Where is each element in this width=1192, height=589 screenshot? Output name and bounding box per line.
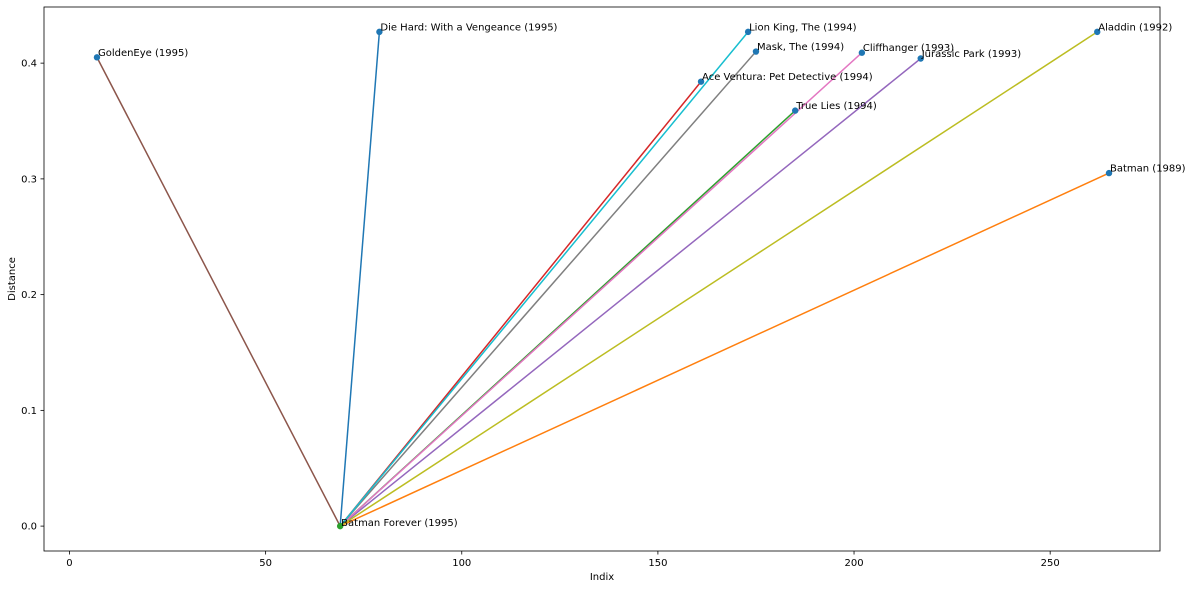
series-line-3: [339, 81, 702, 527]
plot-frame: [43, 6, 1161, 552]
lines-layer: [96, 31, 1110, 527]
series-line-8: [339, 31, 1098, 527]
x-tick-label-3: 150: [648, 558, 667, 569]
series-line-5: [96, 57, 341, 527]
x-tick-label-1: 50: [259, 558, 272, 569]
x-tick-label-2: 100: [452, 558, 471, 569]
data-point-2: [791, 107, 799, 114]
y-tick-label-1: 0.1: [21, 406, 37, 417]
point-label-0: Die Hard: With a Vengeance (1995): [380, 22, 557, 33]
point-label-3: Ace Ventura: Pet Detective (1994): [702, 72, 873, 83]
markers-layer: [93, 28, 1113, 530]
y-axis: 0.0 0.1 0.2 0.3 0.4: [21, 59, 44, 533]
series-line-9: [339, 31, 749, 527]
point-label-5: GoldenEye (1995): [98, 48, 188, 59]
series-line-4: [339, 57, 922, 527]
data-point-origin: [336, 522, 344, 530]
point-label-7: Mask, The (1994): [757, 42, 844, 53]
x-tick-label-4: 200: [844, 558, 863, 569]
y-tick-label-0: 0.0: [21, 522, 37, 533]
data-point-1: [1105, 169, 1113, 177]
data-point-9: [744, 28, 752, 36]
series-line-7: [339, 51, 757, 527]
x-tick-label-5: 250: [1041, 558, 1060, 569]
data-point-7: [752, 48, 760, 55]
point-label-6: Cliffhanger (1993): [863, 43, 954, 54]
data-point-8: [1094, 28, 1101, 36]
y-tick-label-2: 0.2: [21, 290, 37, 301]
point-label-1: Batman (1989): [1110, 164, 1186, 175]
data-point-5: [93, 54, 101, 61]
x-tick-label-0: 0: [66, 558, 72, 569]
point-label-9: Lion King, The (1994): [749, 22, 856, 33]
y-tick-label-4: 0.4: [21, 59, 37, 70]
series-line-6: [339, 52, 863, 527]
series-line-0: [339, 31, 381, 527]
data-point-3: [697, 78, 705, 85]
data-point-0: [376, 28, 383, 36]
point-label-origin: Batman Forever (1995): [341, 518, 458, 529]
data-point-6: [858, 49, 866, 56]
series-line-1: [339, 172, 1110, 527]
x-axis-label: Indix: [590, 572, 614, 583]
point-label-8: Aladdin (1992): [1098, 22, 1172, 33]
point-label-2: True Lies (1994): [795, 101, 877, 112]
labels-layer: Die Hard: With a Vengeance (1995) Batman …: [98, 22, 1186, 529]
y-axis-label: Distance: [7, 257, 18, 301]
y-tick-label-3: 0.3: [21, 174, 37, 185]
x-axis: 0 50 100 150 200 250: [66, 551, 1060, 569]
data-point-4: [917, 55, 924, 62]
point-label-4: Jurassic Park (1993): [921, 49, 1022, 60]
